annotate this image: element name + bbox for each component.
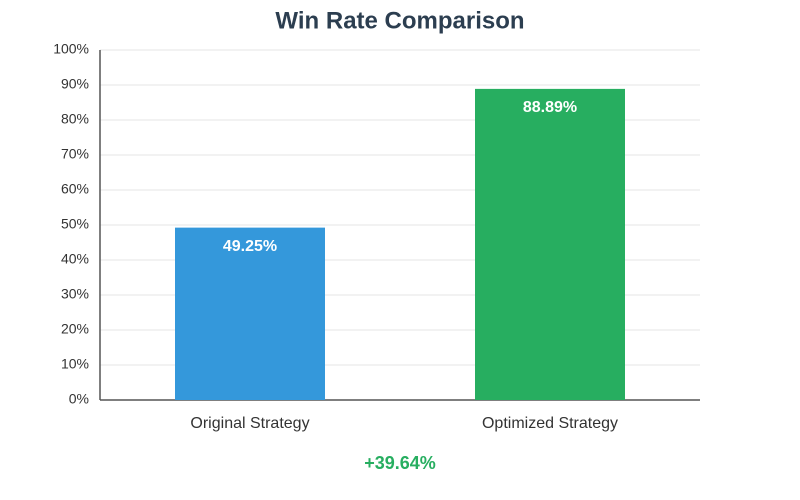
y-tick-label: 60% (61, 181, 89, 197)
x-tick-label: Original Strategy (190, 415, 309, 432)
y-tick-label: 0% (69, 391, 89, 407)
y-tick-label: 100% (53, 41, 89, 57)
y-tick-label: 90% (61, 76, 89, 92)
value-label: 88.89% (523, 99, 577, 116)
chart-title: Win Rate Comparison (275, 7, 524, 34)
y-tick-label: 20% (61, 321, 89, 337)
bar (175, 227, 325, 400)
y-tick-label: 80% (61, 111, 89, 127)
y-tick-label: 30% (61, 286, 89, 302)
y-tick-label: 10% (61, 356, 89, 372)
bar (475, 88, 625, 400)
y-tick-label: 70% (61, 146, 89, 162)
y-tick-label: 50% (61, 216, 89, 232)
annotation: +39.64% (364, 453, 436, 473)
y-tick-label: 40% (61, 251, 89, 267)
value-label: 49.25% (223, 238, 277, 255)
x-tick-label: Optimized Strategy (482, 415, 618, 432)
